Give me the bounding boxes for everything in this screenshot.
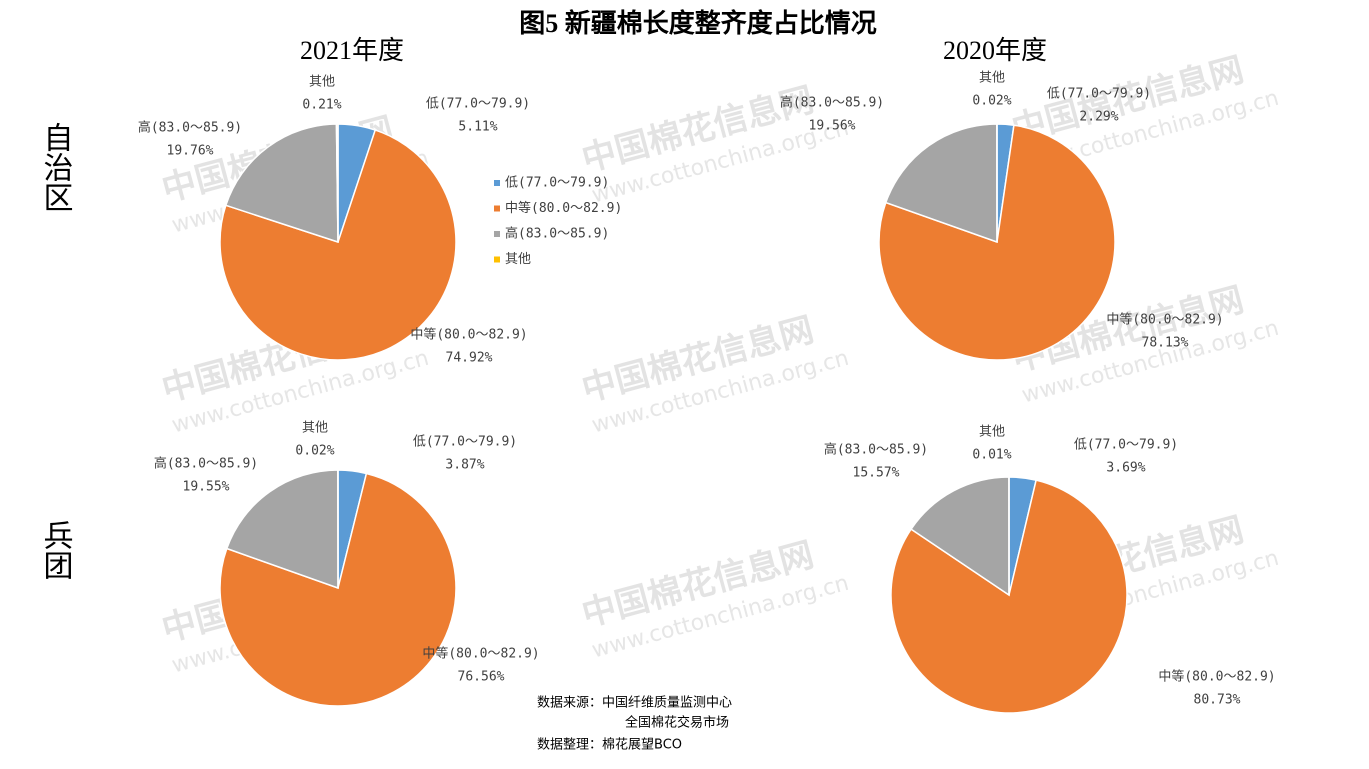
source-note: 数据来源：中国纤维质量监测中心 <box>537 696 732 711</box>
data-label-category: 低(77.0～79.9) <box>426 97 530 112</box>
pie-slice <box>225 469 339 590</box>
source-note: 全国棉花交易市场 <box>625 715 729 731</box>
pie-slice <box>910 476 1010 597</box>
data-label-value: 19.55% <box>183 480 230 495</box>
legend-label: 其他 <box>505 252 531 267</box>
row-label: 兵团 <box>39 520 73 580</box>
pie-slice <box>335 123 339 243</box>
legend-swatch <box>494 180 500 186</box>
data-label-category: 低(77.0～79.9) <box>413 435 517 450</box>
source-note: 数据整理：棉花展望BCO <box>537 737 682 753</box>
legend-label: 高(83.0～85.9) <box>505 226 609 242</box>
data-label-value: 76.56% <box>458 670 505 685</box>
pie-slice <box>884 123 998 244</box>
pie-slice <box>219 472 457 707</box>
row-label: 自治区 <box>39 122 73 212</box>
data-label-category: 中等(80.0～82.9) <box>410 327 527 343</box>
data-label-value: 15.57% <box>853 466 900 481</box>
data-label-value: 3.69% <box>1106 461 1145 476</box>
data-label-category: 高(83.0～85.9) <box>780 95 884 111</box>
data-label-category: 其他 <box>309 75 335 90</box>
data-label-value: 0.21% <box>302 98 341 113</box>
data-label-category: 中等(80.0～82.9) <box>422 646 539 662</box>
data-label-category: 高(83.0～85.9) <box>824 442 928 458</box>
chart-title: 图5 新疆棉长度整齐度占比情况 <box>519 8 877 38</box>
pie-slice <box>890 479 1128 714</box>
data-label-value: 74.92% <box>446 351 493 366</box>
data-label-value: 19.56% <box>809 119 856 134</box>
data-label-value: 80.73% <box>1194 693 1241 708</box>
legend-swatch <box>494 256 500 263</box>
data-label-value: 2.29% <box>1079 110 1118 125</box>
pie-slice <box>219 129 457 361</box>
data-label-category: 其他 <box>302 421 328 436</box>
data-label-value: 0.01% <box>972 448 1011 463</box>
data-label-category: 其他 <box>979 425 1005 440</box>
data-label-category: 中等(80.0～82.9) <box>1106 312 1223 328</box>
pie-slice <box>224 123 339 244</box>
legend-swatch <box>494 231 500 237</box>
data-label-value: 3.87% <box>445 458 484 473</box>
legend-label: 低(77.0～79.9) <box>505 176 609 191</box>
data-label-category: 低(77.0～79.9) <box>1074 438 1178 453</box>
data-label-category: 中等(80.0～82.9) <box>1158 669 1275 685</box>
data-label-category: 其他 <box>979 71 1005 86</box>
data-label-category: 高(83.0～85.9) <box>154 456 258 472</box>
column-title: 2020年度 <box>943 36 1047 65</box>
column-title: 2021年度 <box>300 36 404 65</box>
data-label-value: 19.76% <box>167 144 214 159</box>
data-label-value: 78.13% <box>1142 336 1189 351</box>
data-label-value: 5.11% <box>458 120 497 135</box>
legend-label: 中等(80.0～82.9) <box>505 200 622 216</box>
legend-swatch <box>494 205 500 212</box>
data-label-category: 低(77.0～79.9) <box>1047 87 1151 102</box>
data-label-value: 0.02% <box>295 444 334 459</box>
data-label-value: 0.02% <box>972 94 1011 109</box>
data-label-category: 高(83.0～85.9) <box>138 120 242 136</box>
